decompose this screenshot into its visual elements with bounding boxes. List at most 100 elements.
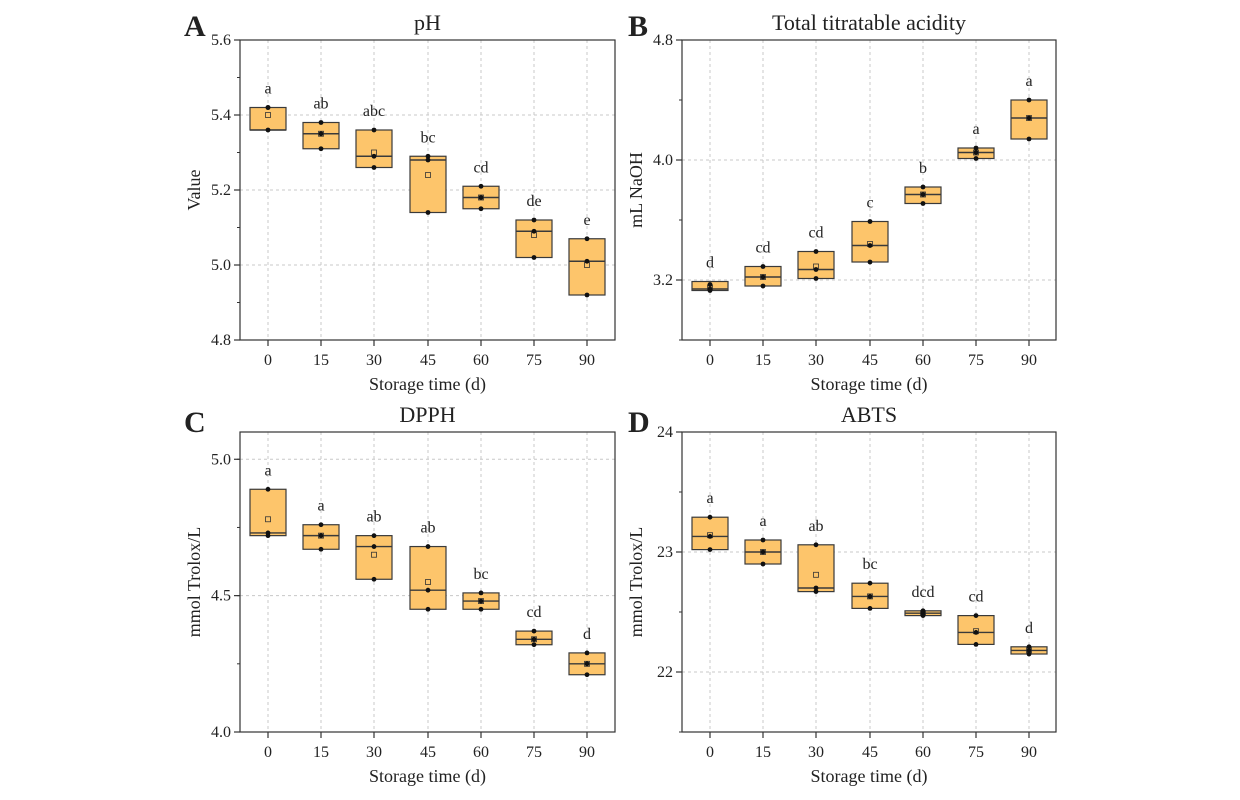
x-tick-label: 15 bbox=[313, 352, 329, 369]
data-point bbox=[584, 258, 590, 264]
data-point bbox=[920, 184, 926, 190]
panel-a: 4.8 5.0 5.2 5.4 5.6 0 15 30 45 60 75 90 a ab abc bc cd de… bbox=[184, 10, 616, 395]
data-point bbox=[1026, 115, 1032, 121]
mean-marker bbox=[531, 636, 537, 643]
box bbox=[409, 545, 447, 610]
data-point bbox=[813, 267, 819, 272]
y-tick-label: 22 bbox=[657, 664, 673, 681]
y-tick-label: 4.8 bbox=[653, 32, 673, 49]
mean-marker bbox=[318, 532, 324, 539]
y-tick-label: 4.0 bbox=[653, 152, 673, 169]
mean-marker bbox=[371, 551, 377, 558]
mean-marker bbox=[584, 660, 590, 667]
x-tick-label: 0 bbox=[264, 352, 272, 369]
data-point bbox=[531, 255, 537, 260]
box bbox=[355, 129, 393, 169]
data-point bbox=[707, 288, 713, 293]
x-tick-label: 15 bbox=[755, 352, 771, 369]
data-point bbox=[707, 514, 713, 520]
data-point bbox=[973, 145, 979, 151]
x-tick-label: 90 bbox=[579, 744, 595, 761]
panel-letter: C bbox=[184, 406, 206, 439]
x-tick-label: 60 bbox=[473, 744, 489, 761]
data-point bbox=[920, 613, 926, 618]
significance-letter: a bbox=[264, 81, 271, 98]
data-point bbox=[920, 192, 926, 197]
data-point bbox=[318, 131, 324, 137]
significance-letter: a bbox=[706, 490, 713, 507]
data-point bbox=[584, 650, 590, 656]
data-point bbox=[867, 219, 873, 224]
data-point bbox=[760, 283, 766, 289]
mean-marker bbox=[760, 274, 766, 280]
data-point bbox=[531, 217, 537, 223]
data-point bbox=[867, 594, 873, 599]
data-point bbox=[813, 276, 819, 281]
data-point bbox=[760, 264, 766, 269]
mean-marker bbox=[425, 172, 431, 178]
data-point bbox=[371, 544, 377, 549]
significance-letter: abc bbox=[363, 103, 385, 120]
mean-marker bbox=[425, 579, 431, 585]
x-tick-label: 15 bbox=[755, 744, 771, 761]
data-point bbox=[973, 156, 979, 161]
panel-d: 22 23 24 0 15 30 45 60 75 90 a a ab bc dcd cd d ABTS Stora… bbox=[626, 402, 1057, 787]
data-point bbox=[318, 146, 324, 152]
data-point bbox=[425, 157, 431, 163]
significance-letter: cd bbox=[526, 604, 541, 621]
data-point bbox=[318, 533, 324, 539]
y-tick-label: 3.2 bbox=[653, 272, 673, 289]
data-point bbox=[867, 259, 873, 265]
data-point bbox=[265, 486, 271, 492]
significance-letter: d bbox=[706, 255, 714, 272]
data-point bbox=[425, 587, 431, 593]
significance-letter: a bbox=[264, 462, 271, 479]
data-point bbox=[973, 630, 979, 635]
data-point bbox=[584, 236, 590, 242]
x-tick-label: 30 bbox=[808, 352, 824, 369]
data-point bbox=[584, 292, 590, 298]
x-axis-label: Storage time (d) bbox=[811, 766, 928, 787]
x-tick-label: 90 bbox=[1021, 352, 1037, 369]
data-point bbox=[425, 153, 431, 159]
data-point bbox=[531, 228, 537, 234]
y-axis-label: mL NaOH bbox=[626, 152, 646, 228]
panel-letter: D bbox=[628, 406, 650, 439]
data-point bbox=[973, 642, 979, 647]
mean-marker bbox=[813, 571, 819, 578]
plot-frame bbox=[681, 39, 1057, 341]
x-tick-label: 0 bbox=[706, 744, 714, 761]
mean-marker bbox=[478, 194, 484, 201]
y-tick-label: 5.2 bbox=[211, 182, 231, 199]
x-tick-label: 30 bbox=[808, 744, 824, 761]
x-axis-label: Storage time (d) bbox=[369, 374, 486, 395]
data-point bbox=[265, 105, 271, 110]
data-point bbox=[531, 636, 537, 642]
y-tick-label: 5.4 bbox=[211, 107, 231, 124]
box bbox=[409, 155, 447, 214]
data-point bbox=[265, 127, 271, 133]
x-tick-label: 60 bbox=[915, 352, 931, 369]
box bbox=[797, 544, 835, 593]
panel-b: 3.2 4.0 4.8 0 15 30 45 60 75 90 d cd cd c b a a Total tit… bbox=[626, 10, 1057, 395]
x-tick-label: 30 bbox=[366, 744, 382, 761]
x-tick-label: 15 bbox=[313, 744, 329, 761]
y-tick-label: 4.5 bbox=[211, 588, 231, 605]
data-point bbox=[478, 183, 484, 189]
x-tick-label: 60 bbox=[915, 744, 931, 761]
data-point bbox=[584, 672, 590, 678]
x-tick-label: 75 bbox=[526, 744, 542, 761]
data-point bbox=[531, 628, 537, 634]
y-tick-label: 5.0 bbox=[211, 451, 231, 468]
y-tick-label: 5.6 bbox=[211, 32, 231, 49]
significance-letter: e bbox=[583, 212, 590, 229]
plot-frame bbox=[681, 431, 1057, 733]
data-point bbox=[867, 606, 873, 611]
y-axis-label: Value bbox=[184, 169, 204, 210]
data-point bbox=[371, 533, 377, 539]
x-tick-label: 45 bbox=[420, 744, 436, 761]
significance-letter: dcd bbox=[911, 584, 934, 601]
data-point bbox=[813, 542, 819, 548]
x-tick-label: 75 bbox=[968, 352, 984, 369]
data-point bbox=[760, 274, 766, 280]
